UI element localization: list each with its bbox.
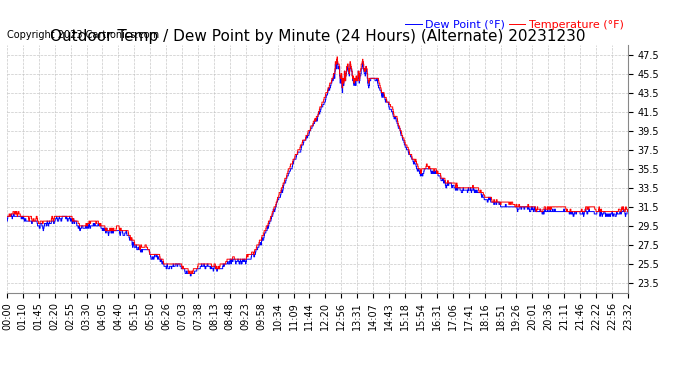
Temperature (°F) — [624, 209, 632, 214]
Temperature (°F) — [333, 55, 341, 59]
Dew Point (°F) — [496, 202, 504, 207]
Legend: Dew Point (°F), Temperature (°F): Dew Point (°F), Temperature (°F) — [401, 15, 628, 34]
Temperature (°F) — [141, 243, 149, 247]
Temperature (°F) — [210, 262, 219, 266]
Dew Point (°F) — [3, 219, 11, 224]
Dew Point (°F) — [126, 236, 134, 240]
Dew Point (°F) — [333, 57, 341, 62]
Dew Point (°F) — [624, 209, 632, 214]
Temperature (°F) — [126, 233, 134, 238]
Dew Point (°F) — [141, 248, 149, 252]
Line: Dew Point (°F): Dew Point (°F) — [7, 59, 628, 276]
Dew Point (°F) — [551, 207, 559, 212]
Temperature (°F) — [3, 214, 11, 219]
Line: Temperature (°F): Temperature (°F) — [7, 57, 628, 273]
Text: Copyright 2023 Cartronics.com: Copyright 2023 Cartronics.com — [7, 30, 159, 40]
Dew Point (°F) — [210, 264, 219, 268]
Dew Point (°F) — [186, 274, 195, 278]
Temperature (°F) — [184, 271, 193, 276]
Temperature (°F) — [415, 166, 423, 171]
Dew Point (°F) — [415, 169, 423, 173]
Temperature (°F) — [496, 202, 504, 207]
Title: Outdoor Temp / Dew Point by Minute (24 Hours) (Alternate) 20231230: Outdoor Temp / Dew Point by Minute (24 H… — [50, 29, 585, 44]
Temperature (°F) — [551, 205, 559, 209]
